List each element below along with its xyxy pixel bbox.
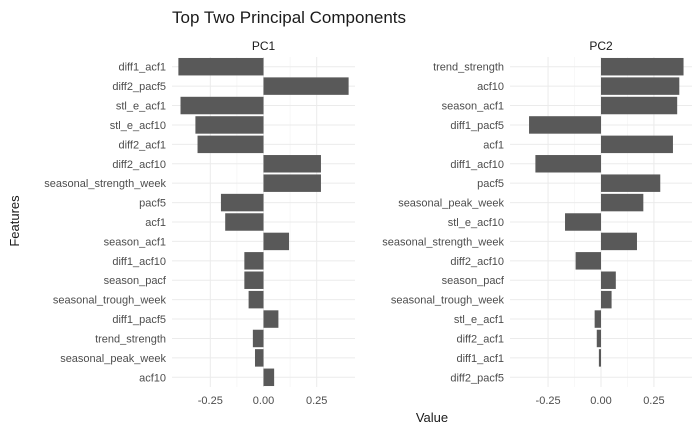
category-label: diff1_pacf5 bbox=[112, 314, 166, 326]
x-axis-title: Value bbox=[416, 410, 448, 425]
category-label: pacf5 bbox=[477, 178, 504, 190]
bar-diff2-acf10 bbox=[575, 252, 601, 270]
panels: PC1-0.25 0.00 0.25diff1_acf1diff2_pacf5stl… bbox=[44, 39, 692, 407]
bar-acf1 bbox=[601, 135, 673, 154]
x-tick-label: 0.25 bbox=[643, 395, 664, 407]
x-tick-label: 0.25 bbox=[306, 395, 327, 407]
bar-seasonal-trough-week bbox=[248, 290, 264, 309]
bar-stl-e-acf1 bbox=[594, 310, 601, 328]
category-label: season_pacf bbox=[104, 275, 167, 287]
category-label: diff2_acf10 bbox=[112, 159, 166, 171]
bar-acf10 bbox=[601, 77, 680, 95]
panel-pc2: PC2 -0.25 0.00 0.25 trend_strength acf10 seaso… bbox=[382, 39, 692, 407]
category-label: seasonal_strength_week bbox=[44, 178, 166, 190]
bar-diff2-pacf5 bbox=[263, 77, 349, 95]
bar-stl-e-acf10 bbox=[565, 213, 601, 231]
bar-trend-strength bbox=[601, 57, 684, 76]
y-axis-title: Features bbox=[7, 195, 22, 247]
category-label: acf1 bbox=[483, 139, 504, 151]
category-label: trend_strength bbox=[95, 333, 166, 345]
bar-diff1-pacf5 bbox=[529, 116, 601, 134]
bar-diff2-acf1 bbox=[197, 135, 264, 154]
category-label: diff1_acf10 bbox=[450, 159, 504, 171]
category-label: diff2_acf1 bbox=[118, 139, 166, 151]
bar-season-pacf bbox=[601, 271, 616, 289]
category-label: diff1_acf10 bbox=[112, 256, 166, 268]
category-label: diff2_acf10 bbox=[450, 256, 504, 268]
category-label: diff2_pacf5 bbox=[112, 81, 166, 93]
bar-acf10 bbox=[263, 368, 275, 387]
category-label: stl_e_acf1 bbox=[454, 314, 504, 326]
bar-diff2-acf1 bbox=[596, 329, 601, 348]
bar-diff1-acf1 bbox=[178, 57, 264, 76]
category-label: stl_e_acf10 bbox=[448, 217, 504, 229]
category-label: stl_e_acf1 bbox=[116, 101, 166, 113]
bar-season-acf1 bbox=[263, 232, 290, 251]
category-label: diff1_acf1 bbox=[118, 62, 166, 74]
category-label: trend_strength bbox=[433, 62, 504, 74]
category-label: pacf5 bbox=[139, 198, 166, 210]
bar-diff2-acf10 bbox=[263, 155, 321, 173]
panel-label: PC2 bbox=[589, 39, 613, 53]
bar-diff1-acf1 bbox=[598, 349, 601, 367]
bar-seasonal-peak-week bbox=[601, 193, 644, 212]
panel-label: PC1 bbox=[252, 39, 276, 53]
category-label: seasonal_peak_week bbox=[60, 353, 166, 365]
x-tick-label: -0.25 bbox=[536, 395, 561, 407]
category-label: seasonal_peak_week bbox=[398, 198, 504, 210]
x-tick-label: 0.00 bbox=[253, 395, 274, 407]
bar-trend-strength bbox=[252, 329, 264, 348]
category-label: seasonal_trough_week bbox=[391, 295, 505, 307]
category-label: season_acf1 bbox=[442, 101, 504, 113]
bar-diff1-pacf5 bbox=[263, 310, 279, 328]
category-label: diff1_pacf5 bbox=[450, 120, 504, 132]
category-label: diff1_acf1 bbox=[456, 353, 504, 365]
category-label: seasonal_strength_week bbox=[382, 236, 504, 248]
bar-seasonal-strength-week bbox=[601, 232, 637, 251]
bar-seasonal-trough-week bbox=[601, 290, 612, 309]
bar-acf1 bbox=[225, 213, 264, 231]
bar-pacf5 bbox=[601, 174, 661, 192]
bar-diff1-acf10 bbox=[244, 252, 264, 270]
category-label: acf10 bbox=[139, 372, 166, 384]
category-label: acf1 bbox=[145, 217, 166, 229]
category-label: season_acf1 bbox=[104, 236, 166, 248]
category-label: stl_e_acf10 bbox=[110, 120, 166, 132]
bar-pacf5 bbox=[220, 193, 264, 212]
category-label: seasonal_trough_week bbox=[53, 295, 167, 307]
bar-stl-e-acf10 bbox=[195, 116, 264, 134]
x-tick-label: -0.25 bbox=[198, 395, 223, 407]
bar-stl-e-acf1 bbox=[180, 96, 264, 115]
chart-title: Top Two Principal Components bbox=[172, 8, 406, 27]
category-label: season_pacf bbox=[442, 275, 505, 287]
category-label: diff2_acf1 bbox=[456, 333, 504, 345]
bar-season-pacf bbox=[244, 271, 264, 289]
x-tick-label: 0.00 bbox=[590, 395, 611, 407]
panel-pc1: PC1 -0.25 0.00 0.25 diff1_acf1 diff2_pacf5stl… bbox=[44, 39, 355, 407]
category-label: acf10 bbox=[477, 81, 504, 93]
bar-season-acf1 bbox=[601, 96, 678, 115]
category-label: diff2_pacf5 bbox=[450, 372, 504, 384]
bar-seasonal-peak-week bbox=[254, 349, 264, 367]
bar-diff1-acf10 bbox=[535, 155, 601, 173]
bar-seasonal-strength-week bbox=[263, 174, 321, 192]
